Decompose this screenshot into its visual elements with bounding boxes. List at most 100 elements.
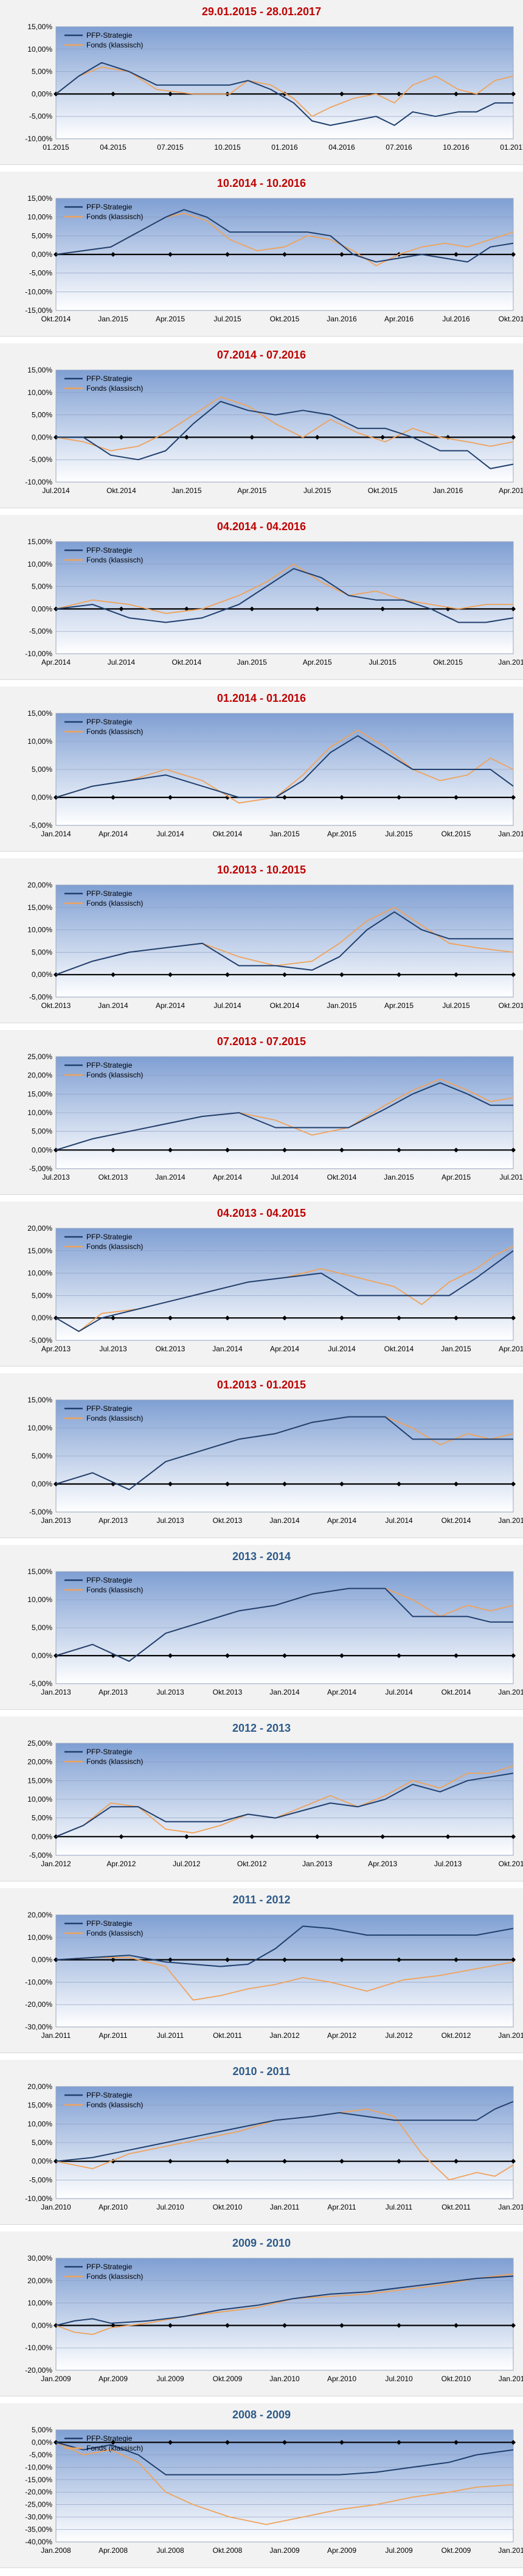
y-tick-label: 0,00%	[32, 970, 52, 979]
chart-panel: 01.2014 - 01.2016 -5,00% 0,00% 5,00% 10,00% 1…	[0, 687, 523, 852]
x-tick-label: Jul.2012	[173, 1860, 201, 1868]
axis-tick-marker	[184, 1834, 189, 1839]
plot-area	[55, 26, 514, 139]
x-tick-label: Okt.2009	[213, 2375, 243, 2383]
x-tick-label: Jan.2010	[41, 2203, 71, 2211]
x-tick-label: Jan.2008	[41, 2546, 71, 2555]
x-tick-label: Apr.2013	[99, 1688, 128, 1696]
line-chart: -30,00% -20,00% -10,00% 0,00% 10,00% 20,00% Ja…	[25, 1911, 523, 2040]
axis-tick-marker	[225, 972, 230, 978]
axis-tick-marker	[54, 1147, 58, 1153]
chart-panel: 2013 - 2014 -5,00% 0,00% 5,00% 10,00% 15,00% J…	[0, 1545, 523, 1710]
legend-label: Fonds (klassisch)	[86, 2272, 143, 2281]
legend-label: PFP-Strategie	[86, 1748, 133, 1756]
x-tick-label: Jan.2010	[498, 2546, 523, 2555]
axis-tick-marker	[511, 795, 516, 800]
axis-tick-marker	[454, 1482, 459, 1486]
x-tick-label: Jul.2014	[385, 1688, 413, 1696]
y-tick-label: 15,00%	[27, 366, 52, 374]
y-tick-label: -5,00%	[29, 1851, 52, 1860]
x-tick-label: Apr.2016	[384, 315, 414, 323]
y-tick-label: 0,00%	[32, 433, 52, 441]
series-line-fund	[55, 1245, 514, 1332]
chart-title: 2012 - 2013	[232, 1722, 291, 1734]
y-tick-label: -5,00%	[29, 1508, 52, 1516]
x-tick-label: Jan.2013	[41, 1516, 71, 1525]
x-tick-label: Apr.2014	[327, 1688, 356, 1696]
x-tick-label: Apr.2010	[99, 2203, 128, 2211]
axis-tick-marker	[111, 1147, 116, 1153]
x-tick-label: Okt.2014	[327, 1173, 357, 1181]
x-tick-label: Jan.2014	[269, 1688, 300, 1696]
x-tick-label: Jul.2013	[42, 1173, 70, 1181]
x-tick-label: Jan.2015	[98, 315, 128, 323]
y-tick-label: -10,00%	[25, 478, 52, 486]
x-tick-label: Jan.2012	[498, 2203, 523, 2211]
legend-label: Fonds (klassisch)	[86, 1757, 143, 1766]
x-tick-label: Okt.2014	[172, 658, 202, 667]
legend-label: Fonds (klassisch)	[86, 1586, 143, 1594]
axis-tick-marker	[314, 606, 320, 612]
x-tick-label: Jul.2013	[156, 1688, 184, 1696]
x-tick-label: Okt.2012	[237, 1860, 267, 1868]
axis-tick-marker	[397, 1482, 401, 1486]
y-tick-label: 20,00%	[27, 1224, 52, 1233]
axis-tick-marker	[511, 972, 516, 978]
y-tick-label: -10,00%	[25, 2463, 52, 2471]
x-tick-label: Apr.2014	[270, 1345, 299, 1353]
y-tick-label: -10,00%	[25, 649, 52, 658]
x-tick-label: Jul.2015	[385, 830, 413, 838]
y-tick-label: 0,00%	[32, 2321, 52, 2329]
y-tick-label: -5,00%	[29, 821, 52, 830]
x-tick-label: Jan.2015	[384, 1173, 414, 1181]
y-tick-label: -10,00%	[25, 2194, 52, 2203]
y-tick-label: 15,00%	[27, 2101, 52, 2110]
axis-tick-marker	[119, 606, 124, 612]
axis-tick-marker	[111, 972, 116, 978]
legend-label: Fonds (klassisch)	[86, 556, 143, 564]
axis-tick-marker	[445, 1834, 451, 1839]
y-tick-label: 5,00%	[32, 411, 52, 419]
axis-tick-marker	[397, 1147, 401, 1153]
legend-label: PFP-Strategie	[86, 1233, 133, 1241]
x-tick-label: Apr.2015	[499, 1345, 523, 1353]
legend-label: Fonds (klassisch)	[86, 212, 143, 221]
legend-label: PFP-Strategie	[86, 546, 133, 555]
y-tick-label: 5,00%	[32, 1127, 52, 1136]
y-tick-label: 15,00%	[27, 903, 52, 912]
axis-tick-marker	[454, 1957, 459, 1962]
axis-tick-marker	[54, 606, 58, 612]
y-tick-label: -40,00%	[25, 2538, 52, 2546]
x-tick-label: Apr.2014	[41, 658, 71, 667]
y-tick-label: 10,00%	[27, 1269, 52, 1278]
series-line-fund	[55, 66, 514, 117]
x-tick-label: Okt.2013	[213, 1688, 243, 1696]
x-tick-label: Jul.2015	[499, 1173, 523, 1181]
axis-tick-marker	[282, 2158, 287, 2164]
chart-panel: 07.2013 - 07.2015 -5,00% 0,00% 5,00% 10,00% 1…	[0, 1030, 523, 1195]
axis-tick-marker	[397, 91, 401, 97]
y-tick-label: 5,00%	[32, 1814, 52, 1822]
x-tick-label: Jan.2016	[327, 315, 357, 323]
y-tick-label: -15,00%	[25, 2476, 52, 2484]
axis-tick-marker	[397, 972, 401, 978]
x-tick-label: Jan.2015	[441, 1345, 471, 1353]
axis-tick-marker	[454, 1315, 459, 1321]
legend-label: Fonds (klassisch)	[86, 41, 143, 49]
axis-tick-marker	[339, 1653, 344, 1658]
line-chart: -5,00% 0,00% 5,00% 10,00% 15,00% Jan.2014 Apr.…	[27, 709, 523, 838]
x-tick-label: Jan.2014	[212, 1345, 243, 1353]
x-tick-label: Jan.2009	[269, 2546, 300, 2555]
axis-tick-marker	[111, 2440, 116, 2445]
series-line-strategy	[55, 2441, 514, 2476]
axis-tick-marker	[314, 1834, 320, 1839]
x-tick-label: 01.2015	[43, 143, 69, 152]
axis-tick-marker	[119, 435, 124, 440]
axis-tick-marker	[54, 1834, 58, 1839]
x-tick-label: Okt.2013	[213, 1516, 243, 1525]
series-line-strategy	[55, 911, 513, 976]
axis-tick-marker	[168, 91, 173, 97]
x-tick-label: Apr.2012	[327, 2031, 356, 2040]
axis-tick-marker	[511, 1834, 516, 1839]
chart-title: 07.2013 - 07.2015	[216, 1035, 307, 1048]
